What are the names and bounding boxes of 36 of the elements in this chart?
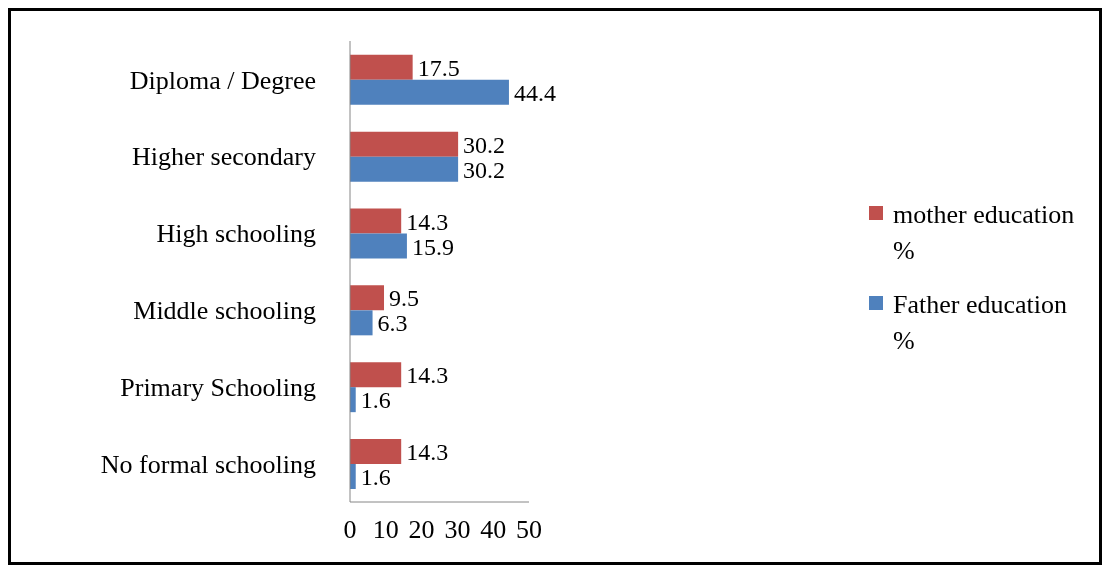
bar bbox=[350, 310, 373, 336]
bar bbox=[350, 208, 402, 234]
bar bbox=[350, 233, 407, 259]
bar bbox=[350, 131, 459, 157]
bar bbox=[350, 156, 459, 182]
data-label: 44.4 bbox=[513, 79, 556, 106]
data-label: 6.3 bbox=[377, 310, 408, 337]
bar bbox=[350, 79, 509, 105]
bar bbox=[350, 439, 402, 464]
y-tick-label: No formal schooling bbox=[100, 449, 316, 479]
x-tick-label: 30 bbox=[444, 515, 471, 545]
x-tick-label: 40 bbox=[480, 515, 507, 545]
data-label: 1.6 bbox=[360, 387, 391, 414]
data-label: 30.2 bbox=[463, 156, 506, 183]
data-label: 1.6 bbox=[360, 464, 391, 491]
x-tick-label: 10 bbox=[372, 515, 399, 545]
y-tick-label: Primary Schooling bbox=[120, 372, 316, 402]
x-tick-label: 50 bbox=[516, 515, 542, 545]
bar bbox=[350, 54, 413, 80]
x-tick-label: 0 bbox=[343, 515, 357, 545]
bar bbox=[350, 285, 385, 311]
bar bbox=[350, 362, 402, 388]
data-label: 15.9 bbox=[411, 233, 454, 260]
y-tick-label: Higher secondary bbox=[131, 142, 316, 172]
data-label: 14.3 bbox=[406, 439, 449, 466]
y-tick-label: High schooling bbox=[156, 219, 316, 249]
y-tick-label: Middle schooling bbox=[133, 296, 316, 326]
y-tick-label: Diploma / Degree bbox=[129, 65, 316, 95]
data-label: 17.5 bbox=[417, 54, 460, 81]
data-label: 9.5 bbox=[389, 285, 420, 312]
data-label: 14.3 bbox=[406, 362, 449, 389]
data-label: 30.2 bbox=[463, 131, 506, 158]
data-label: 14.3 bbox=[406, 208, 449, 235]
legend-label: Father education % bbox=[893, 288, 1068, 357]
x-tick-label: 20 bbox=[408, 515, 435, 545]
legend-label: mother education % bbox=[893, 198, 1076, 267]
